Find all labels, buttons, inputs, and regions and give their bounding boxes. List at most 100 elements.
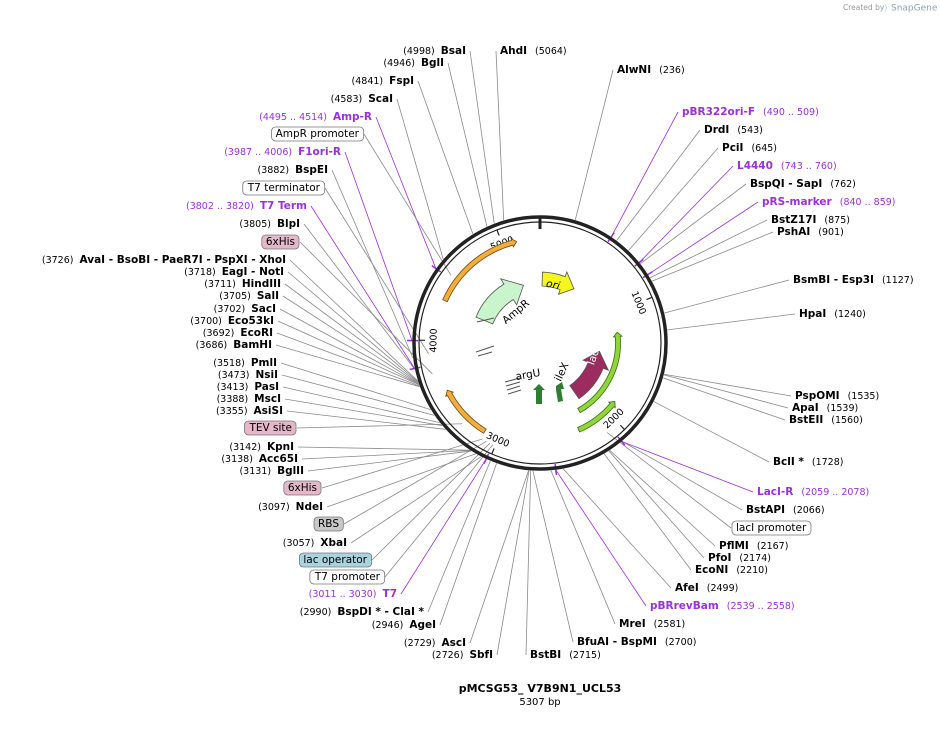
site-label: BstAPI (2066) — [746, 504, 825, 516]
leader-line — [628, 147, 719, 251]
site-position: (3686) — [196, 340, 228, 351]
site-label: (3388) MscI — [217, 393, 281, 405]
site-position: (3705) — [219, 291, 251, 302]
leader-line — [611, 111, 679, 237]
site-label: (3718) EagI - NotI — [184, 266, 284, 278]
minor-feature — [477, 351, 493, 357]
site-label: (2946) AgeI — [372, 619, 436, 631]
leader-line — [574, 69, 614, 221]
feature-box-bg — [313, 516, 344, 532]
site-name: PmlI — [251, 357, 277, 369]
site-position: (236) — [659, 65, 685, 76]
leader-line — [371, 442, 491, 561]
leader-line — [609, 450, 716, 547]
site-name: AgeI — [409, 619, 436, 631]
site-position: (2726) — [432, 650, 464, 661]
minor-feature — [476, 317, 495, 323]
site-name: T7 — [383, 588, 397, 600]
feature-name: 6xHis — [288, 482, 317, 494]
leader-line — [469, 50, 495, 224]
site-position: (1560) — [831, 415, 863, 426]
site-label: (3702) SacI — [214, 303, 276, 315]
site-name: BspQI - SapI — [750, 178, 822, 190]
site-name: pRS-marker — [762, 196, 833, 208]
feature-arc — [577, 401, 616, 433]
leader-line — [350, 456, 482, 544]
minor-feature — [475, 345, 495, 353]
leader-line — [276, 332, 420, 387]
site-name: pBRrevBam — [650, 600, 719, 612]
site-name: Eco53kI — [228, 315, 274, 327]
site-position: (3700) — [190, 316, 222, 327]
site-label: BstZ17I (875) — [771, 214, 850, 226]
ruler-tick — [619, 424, 625, 430]
site-position: (3718) — [184, 267, 216, 278]
leader-line — [649, 219, 768, 279]
site-position: (3987 .. 4006) — [224, 147, 292, 158]
site-name: EcoRI — [240, 327, 273, 339]
minor-feature — [505, 381, 521, 387]
site-label: (2726) SbfI — [432, 649, 493, 661]
site-name: PspOMI — [795, 390, 840, 402]
logo — [884, 3, 887, 13]
feature-box-bg — [731, 520, 812, 536]
leader-line — [417, 80, 474, 235]
site-label: pBRrevBam (2539 .. 2558) — [650, 600, 795, 612]
feature-arc — [442, 237, 518, 303]
site-position: (3057) — [283, 538, 315, 549]
feature-arc — [445, 389, 487, 434]
site-position: (2499) — [707, 583, 739, 594]
ruler-tick — [646, 296, 653, 301]
feature-label: ori — [545, 278, 561, 293]
site-name: MscI — [254, 393, 281, 405]
leader-line — [651, 231, 774, 282]
site-name: BsaI — [441, 45, 466, 57]
leader-line — [647, 201, 759, 275]
feature-box-bg — [244, 420, 297, 436]
site-label: PflMI (2167) — [719, 540, 788, 552]
site-label: ApaI (1539) — [792, 402, 858, 414]
site-position: (543) — [737, 125, 763, 136]
feature-box-bg — [242, 180, 326, 196]
leader-line — [550, 470, 616, 625]
site-name: FspI — [389, 75, 414, 87]
ruler-tick — [491, 448, 495, 455]
leader-lines — [275, 50, 796, 656]
site-position: (3692) — [203, 328, 235, 339]
feature-box: TEV site — [244, 420, 297, 436]
feature-arrow — [556, 382, 564, 402]
site-position: (3711) — [204, 279, 236, 290]
leader-line — [396, 98, 444, 260]
leader-line — [363, 133, 452, 276]
leader-line — [281, 374, 435, 416]
site-name: BclI * — [773, 456, 804, 468]
feature-name: TEV site — [248, 422, 292, 434]
leader-line — [663, 377, 786, 421]
site-name: pBR322ori-F — [682, 106, 755, 118]
site-position: (2210) — [736, 565, 768, 576]
site-position: (1728) — [812, 457, 844, 468]
site-name: BglI — [421, 57, 444, 69]
leader-line — [562, 468, 672, 589]
site-name: AsiSI — [254, 405, 283, 417]
site-label: L4440 (743 .. 760) — [737, 160, 837, 172]
leader-line — [664, 373, 792, 397]
leader-line — [400, 458, 487, 595]
site-position: (4841) — [352, 76, 384, 87]
site-position: (2167) — [757, 541, 789, 552]
site-position: (2581) — [654, 619, 686, 630]
site-name: Acc65I — [259, 453, 298, 465]
site-position: (762) — [830, 179, 856, 190]
leader-line — [384, 444, 494, 578]
site-name: NdeI — [296, 501, 323, 513]
feature-label: ileX — [552, 361, 571, 384]
site-position: (490 .. 509) — [763, 107, 819, 118]
site-label: (4495 .. 4514) Amp-R — [259, 111, 372, 123]
site-name: NsiI — [255, 369, 278, 381]
leader-line — [469, 470, 529, 644]
leader-line — [343, 440, 487, 525]
backbone-inner — [418, 221, 662, 465]
site-label: (4583) ScaI — [331, 93, 393, 105]
leader-line — [282, 295, 419, 385]
leader-line — [301, 450, 471, 460]
